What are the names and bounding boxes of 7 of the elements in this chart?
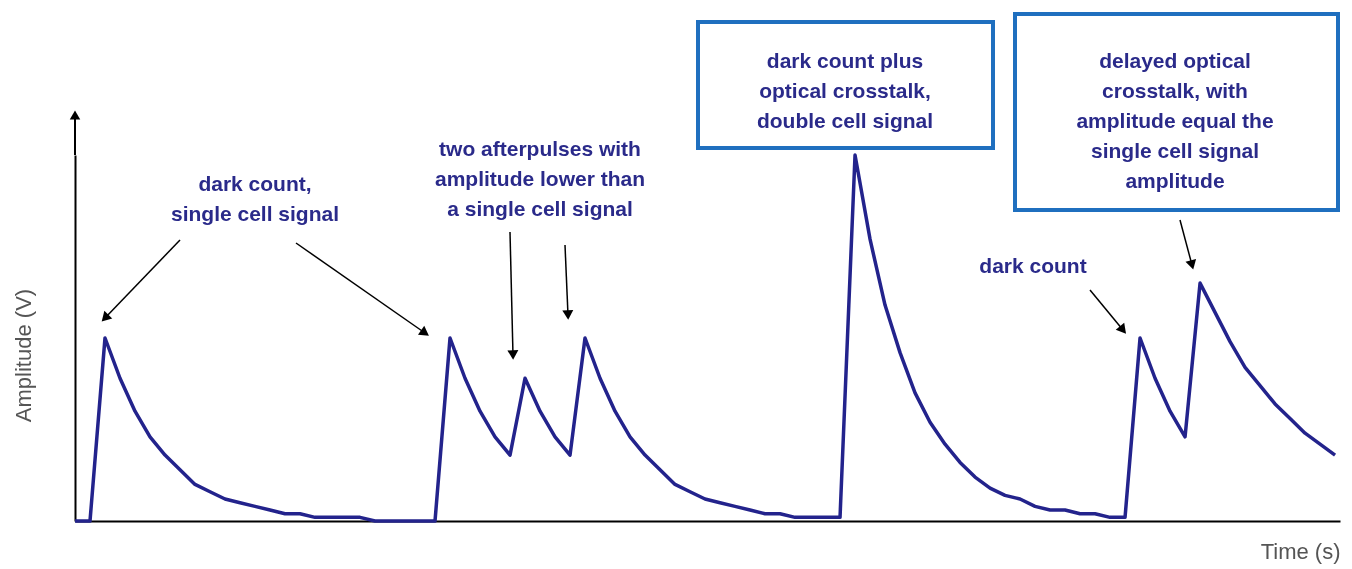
x-axis-title: Time (s) bbox=[1260, 538, 1341, 564]
y-axis-title: Amplitude (V) bbox=[10, 288, 36, 423]
annotation: delayed optical crosstalk, with amplitude equal the single cell signal amplitude bbox=[1076, 49, 1274, 192]
text: dark count plus optical crosstalk, double cell signal bbox=[756, 49, 934, 132]
annotation: dark count bbox=[979, 254, 1087, 277]
annotation: two afterpulses with amplitude lower than a single cell signal bbox=[434, 137, 646, 220]
annotation: dark count, single cell signal bbox=[170, 172, 340, 225]
